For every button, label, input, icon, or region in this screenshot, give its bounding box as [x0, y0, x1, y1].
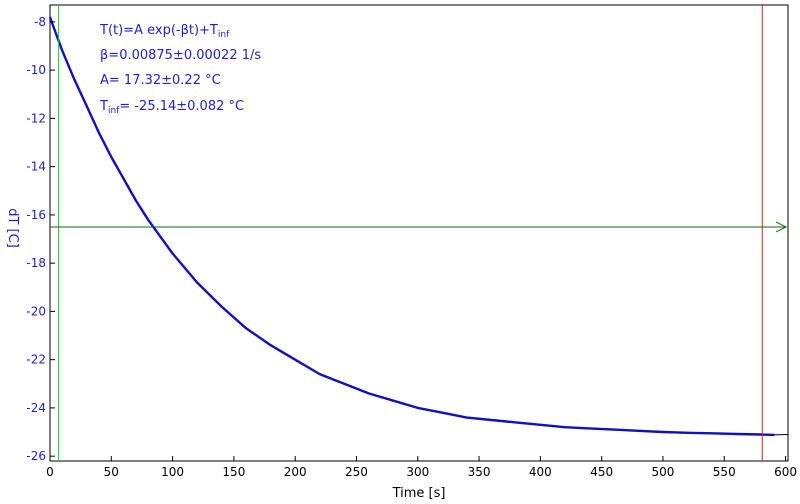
y-tick-label: -24 [26, 401, 46, 415]
annotation-equation-sub: inf [218, 30, 230, 40]
y-axis-title: dT [C] [5, 208, 20, 248]
annotation-equation-main: T(t)=A exp(-βt)+T [99, 23, 218, 38]
annotation-tinf-rest: = -25.14±0.082 °C [119, 99, 244, 114]
x-tick-label: 200 [284, 465, 307, 479]
x-tick-label: 600 [774, 465, 797, 479]
x-tick-label: 0 [46, 465, 54, 479]
data-series-line [48, 16, 775, 437]
y-tick-label: -12 [26, 111, 46, 125]
x-tick-label: 550 [713, 465, 736, 479]
horizontal-cursor-arrow-icon[interactable] [775, 221, 788, 233]
y-tick-label: -14 [26, 160, 46, 174]
annotation-amplitude: A= 17.32±0.22 °C [100, 73, 221, 88]
y-tick-label: -8 [34, 15, 46, 29]
annotation-equation: T(t)=A exp(-βt)+Tinf [99, 23, 230, 40]
y-tick-label: -16 [26, 208, 46, 222]
x-tick-label: 350 [468, 465, 491, 479]
x-tick-label: 50 [104, 465, 119, 479]
y-tick-label: -10 [26, 63, 46, 77]
x-tick-label: 100 [161, 465, 184, 479]
y-tick-label: -22 [26, 353, 46, 367]
x-tick-label: 450 [590, 465, 613, 479]
series-layer [48, 16, 775, 437]
x-tick-label: 250 [345, 465, 368, 479]
x-axis-title: Time [s] [392, 486, 446, 501]
y-tick-label: -26 [26, 449, 46, 463]
annotation-tinf: Tinf= -25.14±0.082 °C [99, 99, 244, 116]
marker-layer [50, 5, 788, 461]
annotation-tinf-sub: inf [108, 106, 120, 116]
x-tick-label: 400 [529, 465, 552, 479]
x-ticks: 0 50 100 150 200 250 300 350 400 450 500 550 600 [46, 456, 797, 479]
y-ticks: -8 -10 -12 -14 -16 -18 -20 -22 -24 -26 [26, 15, 55, 463]
annotation-tinf-main: T [99, 99, 108, 114]
fit-annotations: T(t)=A exp(-βt)+Tinf β=0.00875±0.00022 1… [99, 23, 261, 116]
x-tick-label: 300 [406, 465, 429, 479]
x-tick-label: 500 [652, 465, 675, 479]
y-tick-label: -18 [26, 256, 46, 270]
x-tick-label: 150 [222, 465, 245, 479]
plot-frame [49, 4, 789, 462]
y-tick-label: -20 [26, 304, 46, 318]
annotation-beta: β=0.00875±0.00022 1/s [100, 48, 261, 63]
